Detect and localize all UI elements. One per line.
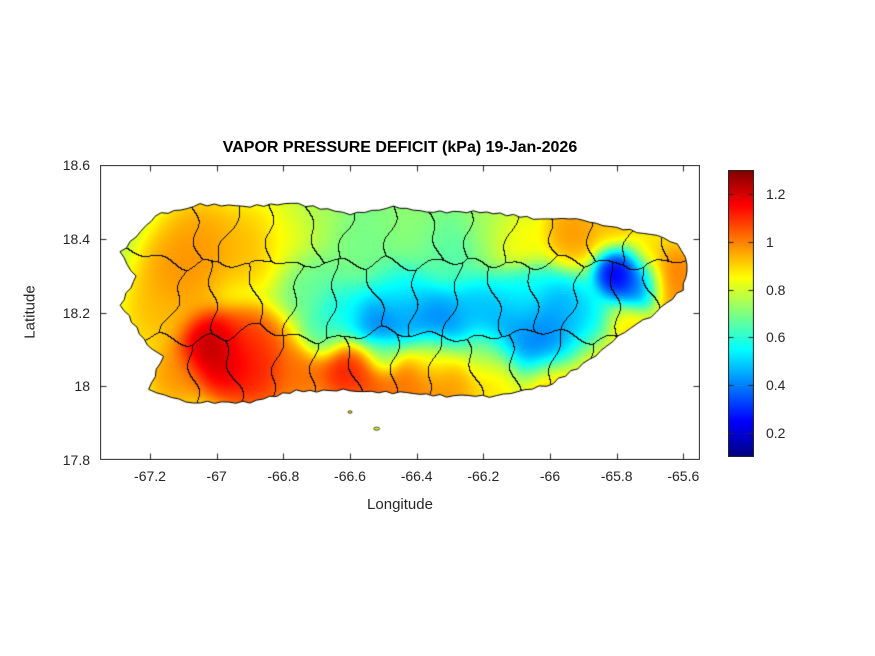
heatmap-map-canvas: [100, 165, 700, 460]
x-tick-label: -67: [206, 468, 227, 484]
x-tick-label: -65.8: [600, 468, 633, 484]
x-tick-label: -66.6: [334, 468, 366, 484]
y-tick-label: 18.2: [62, 304, 90, 321]
colorbar-tick-label: 0.6: [766, 329, 786, 346]
plot-title: VAPOR PRESSURE DEFICIT (kPa) 19-Jan-2026: [222, 139, 578, 156]
y-tick-label: 17.8: [62, 452, 90, 468]
x-tick-label: -66.8: [267, 468, 300, 484]
x-tick-label: -67.2: [134, 468, 166, 484]
x-tick-label: -66: [539, 468, 561, 484]
x-axis-label: Longitude: [367, 496, 433, 513]
colorbar-tick-label: 1: [766, 233, 774, 250]
colorbar-canvas: [728, 170, 754, 457]
colorbar-tick-label: 0.4: [766, 377, 786, 394]
y-tick-label: 18.4: [62, 230, 90, 247]
colorbar-tick-label: 0.8: [766, 281, 786, 298]
y-tick-label: 18.6: [62, 157, 90, 173]
colorbar-tick-label: 0.2: [766, 425, 786, 442]
colorbar-tick-label: 1.2: [766, 185, 786, 202]
x-tick-label: -66.2: [467, 468, 500, 484]
x-tick-label: -66.4: [400, 468, 433, 484]
y-tick-label: 18: [74, 378, 90, 395]
x-tick-label: -65.6: [667, 468, 700, 484]
